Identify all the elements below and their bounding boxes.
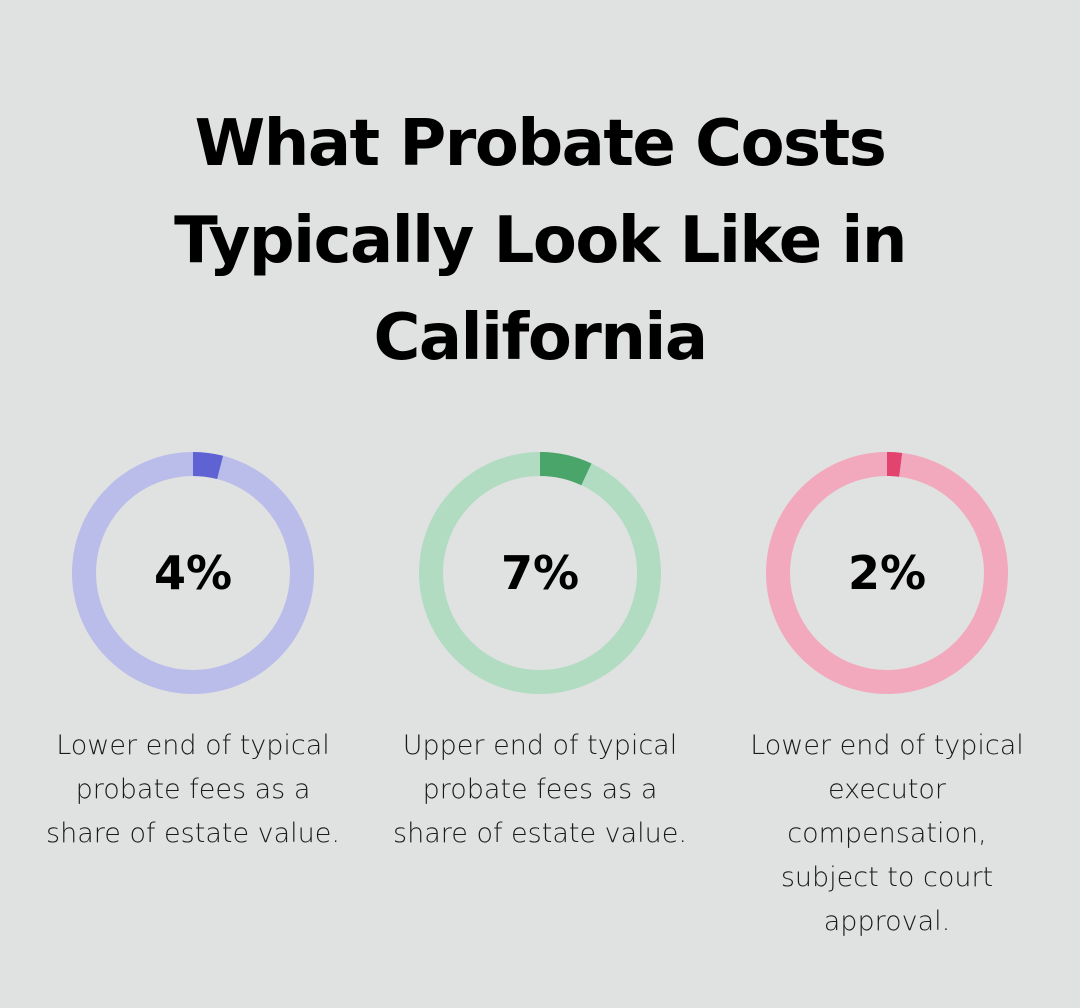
desc-line: share of estate value. — [393, 818, 687, 849]
title-line-3: California — [373, 301, 708, 375]
title-line-1: What Probate Costs — [194, 107, 887, 181]
desc-line: approval. — [823, 906, 951, 937]
desc-line: executor — [827, 774, 947, 805]
page-title: What Probate Costs Typically Look Like i… — [0, 96, 1080, 387]
desc-line: Lower end of typical — [56, 730, 330, 761]
desc-line: compensation, — [787, 818, 987, 849]
desc-line: Upper end of typical — [402, 730, 678, 761]
donut-chart-2: 7% — [419, 452, 661, 694]
donut-ring-icon — [766, 452, 1008, 694]
stat-value: 7% — [500, 546, 580, 600]
desc-line: Lower end of typical — [750, 730, 1024, 761]
donut-chart-3: 2% — [766, 452, 1008, 694]
stat-description: Lower end of typical probate fees as a s… — [23, 724, 363, 856]
desc-line: subject to court — [780, 862, 994, 893]
donut-ring-icon — [72, 452, 314, 694]
donut-chart-1: 4% — [72, 452, 314, 694]
desc-line: share of estate value. — [46, 818, 340, 849]
title-line-2: Typically Look Like in — [174, 204, 907, 278]
stat-description: Lower end of typical executor compensati… — [717, 724, 1057, 944]
stat-value: 4% — [153, 546, 233, 600]
donut-ring-icon — [419, 452, 661, 694]
stat-description: Upper end of typical probate fees as a s… — [370, 724, 710, 856]
stat-value: 2% — [847, 546, 927, 600]
desc-line: probate fees as a — [75, 774, 311, 805]
desc-line: probate fees as a — [422, 774, 658, 805]
